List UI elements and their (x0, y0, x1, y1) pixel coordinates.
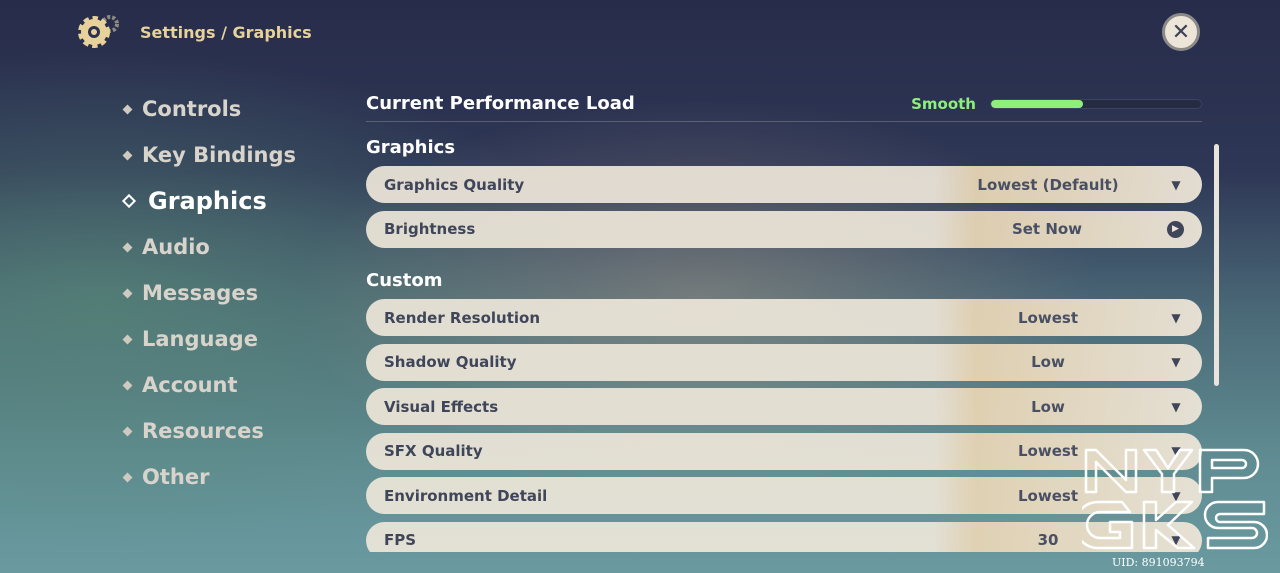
play-icon: ▶ (1167, 220, 1184, 238)
sidebar-item-label: Language (142, 327, 258, 351)
sidebar-item-resources[interactable]: Resources (122, 408, 296, 454)
diamond-icon (122, 380, 133, 390)
chevron-down-icon: ▼ (1171, 533, 1181, 547)
sidebar-item-label: Other (142, 465, 210, 489)
diamond-icon (122, 472, 133, 482)
scrollbar[interactable] (1214, 144, 1219, 386)
chevron-down-icon: ▼ (1171, 177, 1181, 192)
sidebar-item-label: Resources (142, 419, 264, 443)
section-title: Custom (366, 270, 443, 291)
diamond-icon (122, 426, 133, 436)
uid-label: UID: 891093794 (1112, 556, 1205, 569)
setting-value: Lowest (1018, 442, 1078, 460)
breadcrumb: Settings / Graphics (140, 22, 312, 42)
watermark-logo (1082, 448, 1268, 550)
setting-value: Set Now (1011, 220, 1083, 238)
setting-graphics-quality[interactable]: Graphics Quality Lowest (Default) ▼ (366, 166, 1202, 203)
performance-bar-fill (991, 99, 1084, 108)
setting-value: Low (1031, 353, 1065, 371)
sidebar-item-label: Audio (142, 235, 210, 259)
performance-bar (990, 98, 1202, 109)
performance-load: Current Performance Load Smooth (366, 88, 1202, 122)
settings-panel: Current Performance Load Smooth Graphics… (366, 88, 1202, 552)
setting-sfx-quality[interactable]: SFX Quality Lowest ▼ (366, 432, 1202, 470)
setting-name: Brightness (384, 220, 476, 238)
sidebar-item-language[interactable]: Language (122, 316, 296, 362)
setting-brightness[interactable]: Brightness Set Now ▶ (366, 210, 1202, 248)
performance-status: Smooth (911, 94, 976, 113)
diamond-icon (122, 334, 133, 344)
sidebar-item-other[interactable]: Other (122, 454, 296, 500)
setting-value: Lowest (1018, 486, 1078, 505)
setting-value: Lowest (1018, 308, 1078, 327)
sidebar-item-label: Messages (142, 281, 259, 305)
sidebar-item-audio[interactable]: Audio (122, 224, 296, 270)
setting-value: 30 (1037, 531, 1059, 549)
diamond-icon (122, 104, 133, 114)
setting-value: Low (1031, 397, 1065, 416)
setting-name: Graphics Quality (384, 175, 525, 194)
sidebar-item-label: Key Bindings (142, 143, 297, 167)
gear-icon (76, 12, 120, 52)
setting-name: Visual Effects (384, 397, 499, 416)
sidebar-item-graphics[interactable]: Graphics (121, 178, 296, 224)
setting-value: Lowest (Default) (977, 175, 1119, 194)
setting-name: Render Resolution (384, 308, 541, 327)
sidebar-item-messages[interactable]: Messages (122, 270, 296, 316)
close-icon: ✕ (1171, 19, 1191, 45)
chevron-down-icon: ▼ (1171, 444, 1181, 458)
setting-environment-detail[interactable]: Environment Detail Lowest ▼ (366, 477, 1202, 514)
settings-list: Graphics Graphics Quality Lowest (Default)… (366, 122, 1202, 552)
chevron-down-icon: ▼ (1171, 399, 1181, 414)
diamond-icon (121, 193, 137, 209)
chevron-down-icon: ▼ (1171, 310, 1181, 325)
diamond-icon (122, 242, 133, 252)
sidebar: Controls Key Bindings Graphics Audio Message… (121, 86, 297, 500)
chevron-down-icon: ▼ (1171, 488, 1181, 503)
sidebar-item-controls[interactable]: Controls (122, 86, 296, 132)
setting-render-resolution[interactable]: Render Resolution Lowest ▼ (366, 299, 1202, 336)
section-title: Graphics (366, 137, 456, 158)
setting-shadow-quality[interactable]: Shadow Quality Low ▼ (366, 343, 1202, 381)
sidebar-item-label: Controls (142, 97, 242, 121)
setting-name: Environment Detail (384, 486, 548, 505)
setting-fps[interactable]: FPS 30 ▼ (366, 521, 1202, 552)
performance-label: Current Performance Load (366, 93, 635, 114)
diamond-icon (122, 288, 133, 298)
sidebar-item-label: Graphics (148, 187, 267, 215)
setting-name: SFX Quality (384, 442, 483, 460)
close-button[interactable]: ✕ (1162, 13, 1200, 51)
setting-name: FPS (384, 531, 417, 549)
chevron-down-icon: ▼ (1171, 355, 1181, 369)
diamond-icon (122, 150, 133, 160)
sidebar-item-account[interactable]: Account (122, 362, 296, 408)
setting-name: Shadow Quality (384, 353, 517, 371)
header: Settings / Graphics (76, 12, 312, 52)
setting-visual-effects[interactable]: Visual Effects Low ▼ (366, 388, 1202, 425)
sidebar-item-label: Account (142, 373, 238, 397)
sidebar-item-key-bindings[interactable]: Key Bindings (122, 132, 297, 178)
